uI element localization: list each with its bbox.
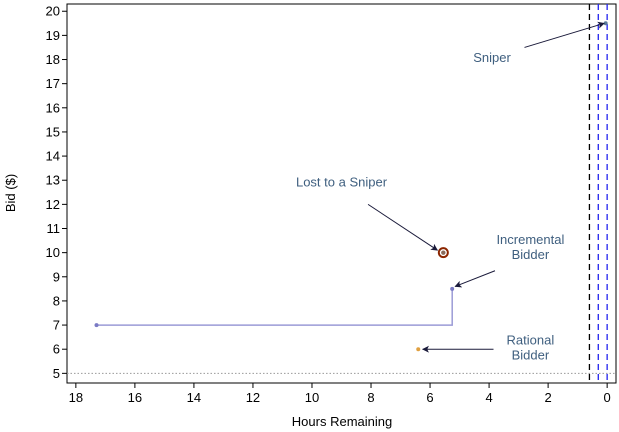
bid-step-line	[96, 288, 453, 326]
y-tick-label: 14	[46, 149, 60, 164]
x-tick-label: 10	[305, 390, 319, 405]
x-tick-label: 16	[128, 390, 142, 405]
annotation-label: Bidder	[512, 247, 550, 262]
x-tick-label: 12	[246, 390, 260, 405]
y-tick-label: 7	[53, 318, 60, 333]
x-tick-label: 2	[544, 390, 551, 405]
x-tick-label: 8	[367, 390, 374, 405]
annotation-arrow	[454, 270, 496, 288]
x-tick-label: 6	[426, 390, 433, 405]
y-tick-label: 19	[46, 28, 60, 43]
annotation-label: Sniper	[473, 50, 511, 65]
x-tick-label: 0	[604, 390, 611, 405]
y-tick-label: 6	[53, 342, 60, 357]
y-tick-label: 20	[46, 4, 60, 19]
annotation-label: Incremental	[496, 232, 564, 247]
y-tick-label: 13	[46, 173, 60, 188]
y-tick-label: 8	[53, 293, 60, 308]
annotation-label: Lost to a Sniper	[296, 174, 388, 189]
y-tick-label: 10	[46, 245, 60, 260]
data-point	[441, 250, 446, 255]
data-point	[94, 323, 99, 328]
data-point	[416, 347, 421, 352]
y-tick-label: 17	[46, 76, 60, 91]
x-tick-label: 4	[485, 390, 492, 405]
y-tick-label: 16	[46, 100, 60, 115]
annotation-label: Bidder	[512, 347, 550, 362]
plot-frame	[66, 3, 617, 384]
y-tick-label: 15	[46, 124, 60, 139]
annotation-arrow	[524, 21, 605, 48]
data-point	[450, 286, 455, 291]
y-axis-title: Bid ($)	[3, 174, 18, 212]
y-tick-label: 18	[46, 52, 60, 67]
annotation-label: Rational	[507, 332, 555, 347]
y-tick-label: 5	[53, 366, 60, 381]
annotation-arrow	[367, 203, 439, 251]
y-tick-label: 12	[46, 197, 60, 212]
x-tick-label: 18	[69, 390, 83, 405]
y-tick-label: 11	[47, 221, 61, 236]
data-point	[603, 21, 608, 26]
y-tick-label: 9	[53, 269, 60, 284]
x-axis-title: Hours Remaining	[292, 414, 392, 429]
x-tick-label: 14	[187, 390, 201, 405]
